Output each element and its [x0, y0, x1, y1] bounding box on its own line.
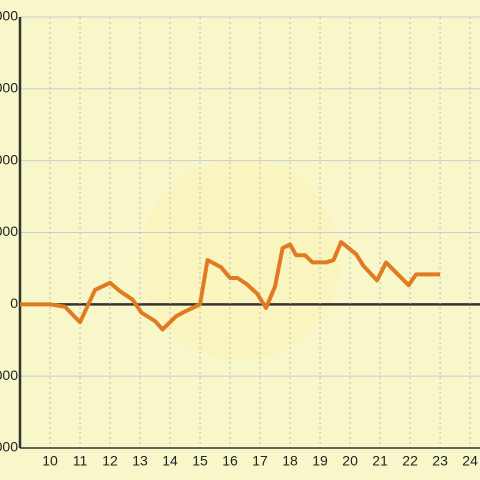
x-tick-label: 16 — [222, 453, 238, 469]
x-tick-label: 13 — [132, 453, 148, 469]
y-tick-label: 0 — [10, 295, 18, 311]
y-tick-label: -3,000 — [0, 367, 18, 383]
x-tick-label: 21 — [372, 453, 388, 469]
x-tick-label: 20 — [342, 453, 358, 469]
x-tick-label: 11 — [73, 453, 88, 469]
y-tick-label: 9,000 — [0, 80, 18, 96]
data-line — [20, 240, 441, 332]
y-tick-label: 3,000 — [0, 223, 18, 239]
x-tick-label: 14 — [162, 453, 178, 469]
x-tick-label: 23 — [432, 453, 448, 469]
y-tick-label: 6,000 — [0, 151, 18, 167]
x-tick-label: 19 — [312, 453, 328, 469]
y-tick-label: -6,000 — [0, 439, 18, 455]
x-tick-label: 15 — [192, 453, 208, 469]
x-tick-label: 22 — [402, 453, 418, 469]
x-tick-label: 18 — [282, 453, 298, 469]
x-tick-label: 10 — [42, 453, 58, 469]
x-tick-label: 17 — [252, 453, 268, 469]
x-tick-label: 24 — [462, 453, 478, 469]
y-tick-label: 12,000 — [0, 8, 18, 24]
x-tick-label: 12 — [102, 453, 118, 469]
